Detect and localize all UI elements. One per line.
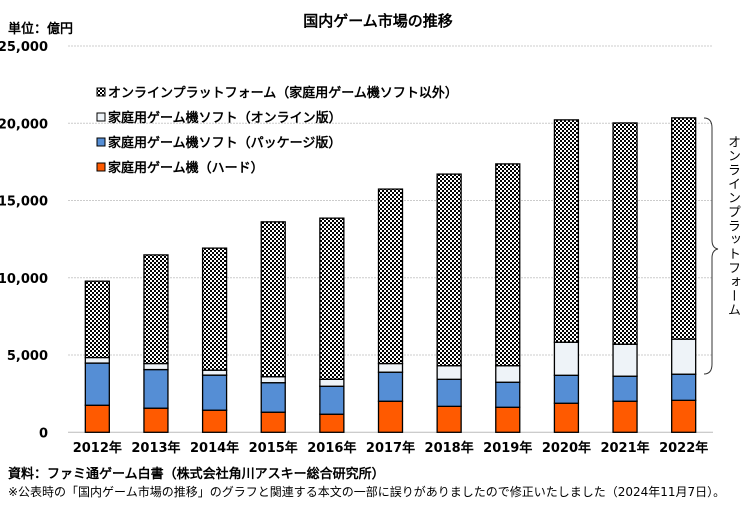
bar-segment-0 [671,399,697,433]
x-tick-label: 2018年 [425,440,474,456]
x-tick-label: 2012年 [73,440,122,456]
bar-segment-2 [436,365,462,380]
bar-segment-3 [553,119,580,343]
x-tick-label: 2020年 [542,440,591,456]
bar-segment-2 [260,376,286,384]
x-tick-label: 2014年 [190,440,239,456]
x-tick-label: 2015年 [249,440,298,456]
bar-segment-3 [201,247,228,371]
bar-segment-0 [143,407,169,433]
bar-segment-1 [319,385,345,415]
bar-segment-2 [612,343,638,377]
legend-label: 家庭用ゲーム機（ハード） [108,160,264,176]
bar-segment-1 [201,374,228,411]
bar-segment-1 [84,362,110,406]
bracket-label: オンラインプラットフォーム [725,135,740,317]
bar-segment-0 [319,413,345,433]
bar-segment-2 [319,378,345,387]
legend-swatch [96,162,106,172]
correction-note: ※公表時の「国内ゲーム市場の推移」のグラフと関連する本文の一部に誤りがありました… [8,485,726,499]
x-tick-label: 2019年 [483,440,532,456]
bar-segment-2 [201,369,228,376]
bar-segment-3 [436,173,462,367]
x-tick-label: 2017年 [366,440,415,456]
bar-segment-1 [553,374,580,404]
bar-segment-1 [495,381,521,408]
legend-label: 家庭用ゲーム機ソフト（パッケージ版） [108,135,341,151]
bar-segment-2 [143,362,169,371]
source-note: 資料：ファミ通ゲーム白書（株式会社角川アスキー総合研究所） [8,467,385,482]
bar-segment-0 [260,411,286,433]
bar-segment-0 [201,409,228,433]
bar-segment-1 [377,371,404,402]
legend-swatch [96,112,106,122]
bar-segment-3 [671,117,697,340]
bracket-online-platform [703,117,719,375]
bar-segment-3 [612,122,638,345]
legend-swatch [96,87,106,97]
y-tick-label: 20,000 [0,117,48,132]
legend-swatch [96,137,106,147]
y-tick-label: 5,000 [7,349,48,364]
bar-segment-3 [495,163,521,367]
bar-segment-3 [319,217,345,380]
bar-segment-3 [143,254,169,365]
unit-label: 単位：億円 [8,22,74,37]
bar-segment-0 [553,402,580,433]
bar-segment-0 [436,405,462,433]
bar-segment-0 [612,400,638,433]
bar-segment-2 [377,362,404,373]
x-tick-label: 2016年 [307,440,356,456]
y-tick-label: 15,000 [0,195,48,210]
bar-segment-1 [436,378,462,407]
legend-label: オンラインプラットフォーム（家庭用ゲーム機ソフト以外） [108,85,458,101]
bar-segment-3 [260,221,286,378]
bar-segment-0 [495,406,521,433]
y-tick-label: 10,000 [0,272,48,287]
y-tick-label: 25,000 [0,40,48,55]
bar-segment-1 [612,375,638,402]
y-tick-label: 0 [39,426,48,441]
x-tick-label: 2022年 [659,440,708,456]
chart-title: 国内ゲーム市場の推移 [303,12,453,30]
x-tick-label: 2013年 [131,440,180,456]
bar-segment-2 [84,356,110,364]
bar-segment-2 [495,365,521,383]
bar-segment-1 [671,373,697,401]
bar-segment-1 [260,382,286,413]
bar-segment-2 [671,338,697,375]
bar-segment-1 [143,368,169,409]
x-tick-label: 2021年 [600,440,649,456]
bar-segment-3 [377,188,404,365]
bar-segment-2 [553,341,580,376]
bar-segment-0 [84,404,110,433]
bar-segment-3 [84,280,110,359]
bar-segment-0 [377,400,404,433]
legend-label: 家庭用ゲーム機ソフト（オンライン版） [108,110,342,126]
